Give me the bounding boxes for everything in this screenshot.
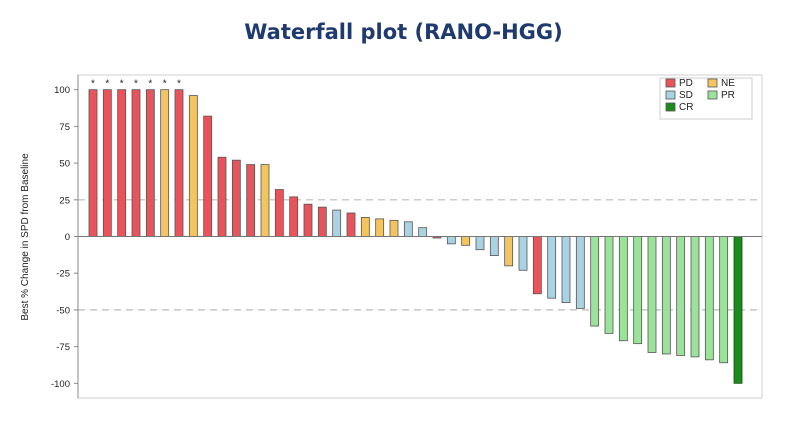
y-tick-label-2: 50 [59, 159, 70, 170]
y-tick-label-4: 0 [65, 232, 70, 243]
bar-13 [274, 189, 284, 237]
bar-25 [446, 236, 456, 245]
legend-label-sd: SD [679, 90, 693, 101]
bar-37 [618, 236, 628, 342]
legend: PD NE SD PR CR [659, 77, 753, 120]
y-ticks: 100 75 50 25 0 -25 -50 -75 -100 [51, 85, 78, 390]
y-tick-label-1: 75 [59, 122, 70, 133]
bar-22 [403, 221, 413, 237]
y-axis-label: Best % Change in SPD from Baseline [20, 153, 31, 321]
y-tick-label-6: -50 [56, 305, 70, 316]
bar-19 [360, 217, 370, 237]
bar-40 [661, 236, 671, 355]
bar-20 [375, 218, 385, 237]
legend-swatch-sd [665, 90, 676, 100]
bar-41 [676, 236, 686, 356]
bar-14 [289, 196, 299, 237]
bar-6 [174, 89, 184, 237]
bar-21 [389, 219, 399, 237]
legend-swatch-pd [665, 78, 676, 88]
bar-9 [217, 156, 227, 237]
bar-marker-5: * [163, 79, 167, 90]
legend-label-ne: NE [721, 78, 735, 89]
bar-marker-2: * [120, 79, 124, 90]
bar-27 [475, 236, 485, 251]
bar-11 [246, 164, 256, 237]
bar-17 [332, 209, 342, 237]
bar-36 [604, 236, 614, 334]
bar-34 [575, 236, 585, 309]
bar-12 [260, 164, 270, 237]
bar-44 [719, 236, 729, 364]
chart-title: Waterfall plot (RANO-HGG) [244, 20, 563, 44]
bar-30 [518, 236, 528, 271]
y-tick-label-5: -25 [56, 269, 70, 280]
markers-group: * * * * * * * [91, 79, 181, 90]
bar-32 [547, 236, 557, 299]
bar-45 [733, 236, 743, 384]
bar-7 [188, 95, 198, 237]
bar-10 [231, 159, 241, 237]
legend-label-cr: CR [679, 102, 693, 113]
legend-label-pd: PD [679, 78, 693, 89]
bar-marker-3: * [134, 79, 138, 90]
bar-43 [704, 236, 714, 361]
bar-8 [203, 115, 213, 237]
bar-0 [88, 89, 98, 237]
bar-16 [317, 206, 327, 237]
legend-swatch-cr [665, 102, 676, 112]
y-tick-label-0: 100 [54, 85, 70, 96]
bar-39 [647, 236, 657, 353]
bar-31 [532, 236, 542, 295]
legend-swatch-ne [707, 78, 718, 88]
bar-35 [590, 236, 600, 327]
y-tick-label-7: -75 [56, 342, 70, 353]
bar-4 [145, 89, 155, 237]
bar-marker-4: * [148, 79, 152, 90]
bar-26 [461, 236, 471, 246]
bar-1 [102, 89, 112, 237]
bar-marker-0: * [91, 79, 95, 90]
bar-18 [346, 212, 356, 237]
bar-marker-6: * [177, 79, 181, 90]
bar-2 [117, 89, 127, 237]
legend-label-pr: PR [721, 90, 735, 101]
bar-33 [561, 236, 571, 303]
bar-29 [504, 236, 514, 267]
bar-28 [489, 236, 499, 256]
bar-marker-1: * [105, 79, 109, 90]
bar-5 [160, 89, 170, 237]
y-tick-label-3: 25 [59, 195, 70, 206]
bar-42 [690, 236, 700, 358]
bar-3 [131, 89, 141, 237]
bar-15 [303, 203, 313, 237]
bar-38 [633, 236, 643, 345]
legend-swatch-pr [707, 90, 718, 100]
bar-23 [418, 227, 428, 237]
y-tick-label-8: -100 [51, 379, 70, 390]
